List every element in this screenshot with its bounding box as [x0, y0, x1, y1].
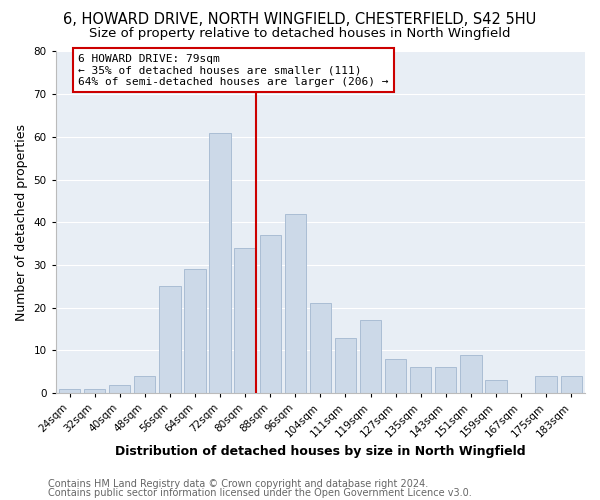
Bar [460, 354, 482, 393]
Bar [335, 338, 356, 393]
Bar [59, 389, 80, 393]
Text: Contains public sector information licensed under the Open Government Licence v3: Contains public sector information licen… [48, 488, 472, 498]
Bar [485, 380, 506, 393]
Bar [109, 384, 130, 393]
Bar [535, 376, 557, 393]
X-axis label: Distribution of detached houses by size in North Wingfield: Distribution of detached houses by size … [115, 444, 526, 458]
Text: 6, HOWARD DRIVE, NORTH WINGFIELD, CHESTERFIELD, S42 5HU: 6, HOWARD DRIVE, NORTH WINGFIELD, CHESTE… [64, 12, 536, 28]
Bar [209, 132, 230, 393]
Text: 6 HOWARD DRIVE: 79sqm
← 35% of detached houses are smaller (111)
64% of semi-det: 6 HOWARD DRIVE: 79sqm ← 35% of detached … [78, 54, 389, 87]
Y-axis label: Number of detached properties: Number of detached properties [15, 124, 28, 321]
Bar [235, 248, 256, 393]
Bar [159, 286, 181, 393]
Bar [260, 235, 281, 393]
Bar [284, 214, 306, 393]
Bar [435, 368, 457, 393]
Bar [560, 376, 582, 393]
Bar [385, 359, 406, 393]
Bar [410, 368, 431, 393]
Bar [184, 269, 206, 393]
Bar [84, 389, 105, 393]
Bar [360, 320, 381, 393]
Text: Size of property relative to detached houses in North Wingfield: Size of property relative to detached ho… [89, 28, 511, 40]
Text: Contains HM Land Registry data © Crown copyright and database right 2024.: Contains HM Land Registry data © Crown c… [48, 479, 428, 489]
Bar [134, 376, 155, 393]
Bar [310, 304, 331, 393]
